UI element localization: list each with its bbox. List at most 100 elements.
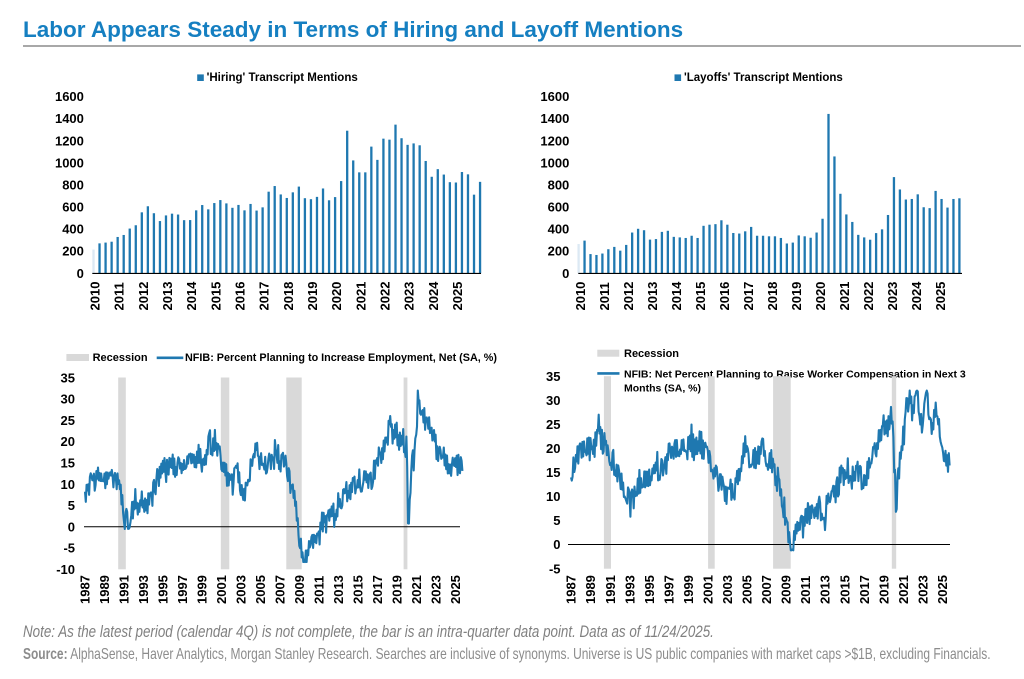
svg-text:2023: 2023 bbox=[428, 575, 443, 604]
svg-text:2024: 2024 bbox=[426, 281, 441, 311]
svg-text:1993: 1993 bbox=[622, 575, 637, 604]
svg-text:1000: 1000 bbox=[55, 155, 84, 170]
svg-text:-5: -5 bbox=[549, 561, 561, 576]
svg-text:35: 35 bbox=[61, 370, 75, 385]
svg-text:2011: 2011 bbox=[597, 282, 612, 310]
svg-text:200: 200 bbox=[62, 244, 84, 259]
svg-text:Recession: Recession bbox=[93, 352, 148, 364]
svg-text:NFIB: Net Percent Planning to: NFIB: Net Percent Planning to Raise Work… bbox=[624, 368, 966, 380]
svg-text:2012: 2012 bbox=[621, 282, 636, 311]
svg-text:800: 800 bbox=[62, 177, 84, 192]
svg-text:10: 10 bbox=[61, 477, 75, 492]
svg-text:2023: 2023 bbox=[885, 282, 900, 311]
svg-text:25: 25 bbox=[61, 413, 75, 428]
svg-text:1997: 1997 bbox=[175, 575, 190, 604]
svg-text:NFIB: Percent Planning to Incr: NFIB: Percent Planning to Increase Emplo… bbox=[185, 352, 497, 364]
svg-text:2010: 2010 bbox=[573, 282, 588, 311]
svg-text:2021: 2021 bbox=[896, 575, 911, 604]
svg-text:2013: 2013 bbox=[331, 575, 346, 604]
svg-text:1989: 1989 bbox=[583, 575, 598, 604]
svg-text:2017: 2017 bbox=[857, 575, 872, 604]
svg-text:1993: 1993 bbox=[136, 575, 151, 604]
svg-text:2005: 2005 bbox=[253, 575, 268, 604]
svg-text:2023: 2023 bbox=[915, 575, 930, 604]
svg-text:2011: 2011 bbox=[312, 576, 327, 604]
svg-text:2011: 2011 bbox=[112, 282, 127, 310]
svg-text:'Hiring' Transcript Mentions: 'Hiring' Transcript Mentions bbox=[207, 72, 358, 84]
svg-text:2015: 2015 bbox=[693, 282, 708, 311]
svg-text:2003: 2003 bbox=[234, 575, 249, 604]
svg-text:2014: 2014 bbox=[184, 281, 199, 311]
svg-text:1999: 1999 bbox=[681, 575, 696, 604]
svg-text:1400: 1400 bbox=[540, 111, 569, 126]
svg-text:200: 200 bbox=[548, 244, 570, 259]
svg-text:600: 600 bbox=[62, 200, 84, 215]
svg-text:1200: 1200 bbox=[540, 133, 569, 148]
svg-text:0: 0 bbox=[553, 537, 560, 552]
svg-text:2019: 2019 bbox=[789, 282, 804, 311]
svg-text:2015: 2015 bbox=[837, 575, 852, 604]
svg-text:30: 30 bbox=[61, 392, 75, 407]
svg-text:5: 5 bbox=[68, 498, 75, 513]
svg-text:2020: 2020 bbox=[329, 282, 344, 311]
svg-text:2018: 2018 bbox=[765, 282, 780, 311]
svg-text:0: 0 bbox=[562, 266, 569, 281]
svg-text:2024: 2024 bbox=[909, 281, 924, 311]
svg-text:25: 25 bbox=[546, 417, 560, 432]
svg-text:2018: 2018 bbox=[281, 282, 296, 311]
svg-text:2021: 2021 bbox=[353, 282, 368, 311]
svg-text:2001: 2001 bbox=[214, 575, 229, 604]
svg-text:2009: 2009 bbox=[779, 575, 794, 604]
svg-text:1995: 1995 bbox=[642, 575, 657, 604]
svg-text:2007: 2007 bbox=[759, 575, 774, 604]
svg-text:1991: 1991 bbox=[603, 575, 618, 604]
svg-text:0: 0 bbox=[68, 519, 75, 534]
svg-text:600: 600 bbox=[548, 200, 570, 215]
svg-text:30: 30 bbox=[546, 393, 560, 408]
svg-text:1987: 1987 bbox=[564, 575, 579, 604]
svg-text:2021: 2021 bbox=[837, 282, 852, 311]
svg-text:1989: 1989 bbox=[97, 575, 112, 604]
svg-text:2019: 2019 bbox=[876, 575, 891, 604]
svg-text:2013: 2013 bbox=[160, 282, 175, 311]
svg-text:2019: 2019 bbox=[305, 282, 320, 311]
svg-text:800: 800 bbox=[548, 177, 570, 192]
svg-text:15: 15 bbox=[546, 465, 560, 480]
svg-text:20: 20 bbox=[61, 434, 75, 449]
svg-text:2003: 2003 bbox=[720, 575, 735, 604]
svg-text:-5: -5 bbox=[63, 541, 75, 556]
svg-text:2011: 2011 bbox=[798, 576, 813, 604]
svg-text:2010: 2010 bbox=[88, 282, 103, 311]
svg-text:2025: 2025 bbox=[448, 575, 463, 604]
svg-text:2020: 2020 bbox=[813, 282, 828, 311]
svg-text:2014: 2014 bbox=[669, 281, 684, 311]
svg-text:2022: 2022 bbox=[378, 282, 393, 311]
svg-text:2017: 2017 bbox=[257, 282, 272, 311]
svg-text:1600: 1600 bbox=[55, 89, 84, 104]
svg-text:2022: 2022 bbox=[861, 282, 876, 311]
svg-text:2007: 2007 bbox=[273, 575, 288, 604]
svg-text:1200: 1200 bbox=[55, 133, 84, 148]
svg-text:2016: 2016 bbox=[233, 282, 248, 311]
svg-text:1991: 1991 bbox=[117, 575, 132, 604]
svg-text:1000: 1000 bbox=[540, 155, 569, 170]
svg-text:2015: 2015 bbox=[208, 282, 223, 311]
svg-text:Months (SA, %): Months (SA, %) bbox=[624, 383, 701, 395]
svg-text:35: 35 bbox=[546, 369, 560, 384]
svg-text:Recession: Recession bbox=[624, 348, 679, 360]
svg-text:2021: 2021 bbox=[409, 575, 424, 604]
svg-text:1999: 1999 bbox=[195, 575, 210, 604]
svg-text:2025: 2025 bbox=[933, 282, 948, 311]
svg-text:2013: 2013 bbox=[818, 575, 833, 604]
svg-text:0: 0 bbox=[77, 266, 84, 281]
svg-text:2019: 2019 bbox=[389, 575, 404, 604]
svg-text:1997: 1997 bbox=[661, 575, 676, 604]
svg-text:1600: 1600 bbox=[540, 89, 569, 104]
svg-text:1987: 1987 bbox=[78, 575, 93, 604]
svg-text:2009: 2009 bbox=[292, 575, 307, 604]
svg-text:1400: 1400 bbox=[55, 111, 84, 126]
svg-text:1995: 1995 bbox=[156, 575, 171, 604]
svg-text:5: 5 bbox=[553, 513, 560, 528]
svg-text:2005: 2005 bbox=[740, 575, 755, 604]
svg-text:2025: 2025 bbox=[450, 282, 465, 311]
